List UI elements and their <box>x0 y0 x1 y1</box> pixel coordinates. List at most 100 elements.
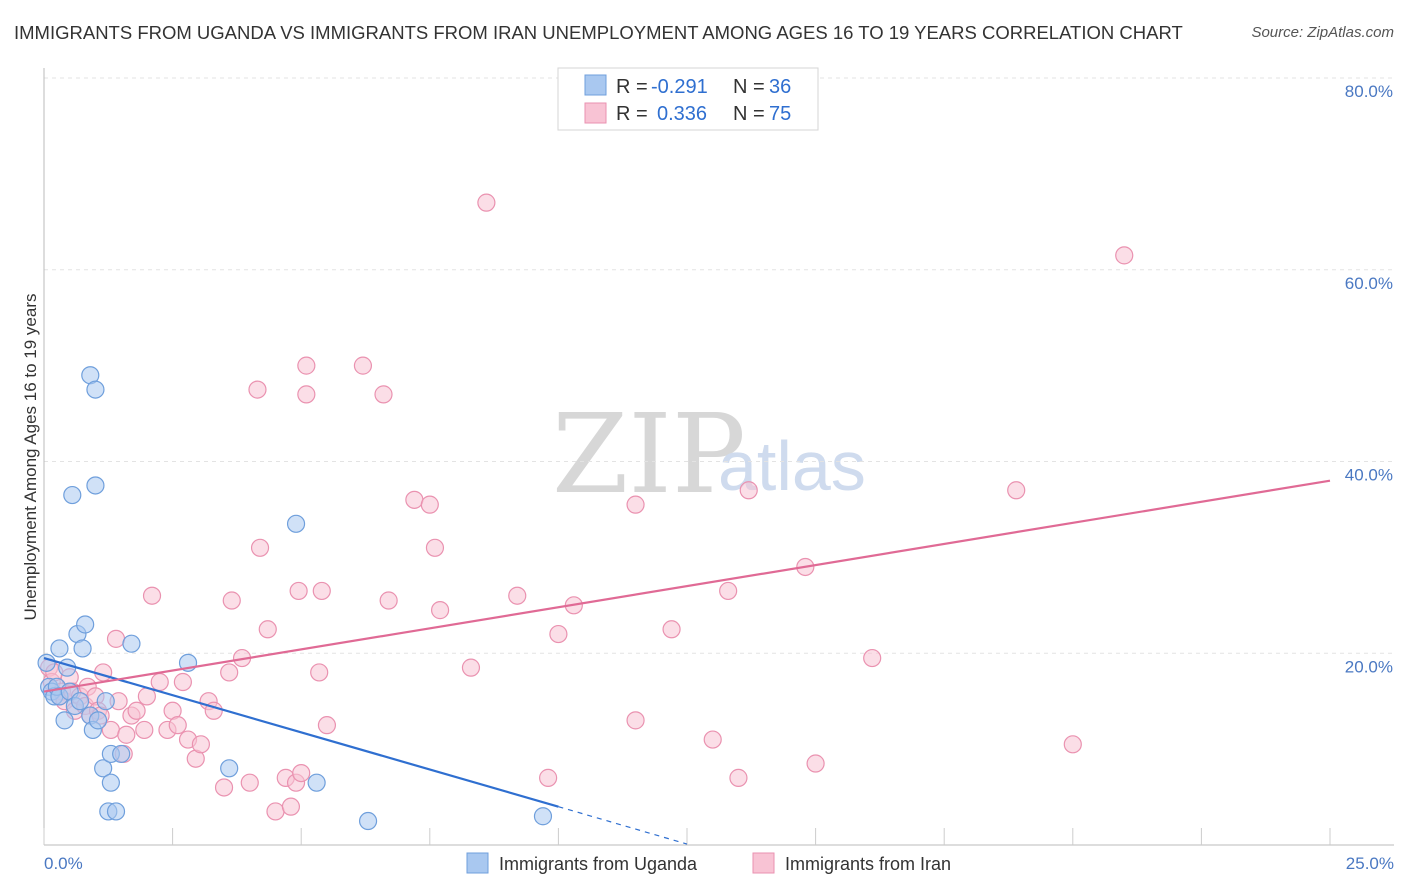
uganda-point-7 <box>55 711 74 730</box>
legend-r-value-iran: 0.336 <box>657 103 707 125</box>
x-ticks <box>43 828 1331 845</box>
iran-point-64 <box>477 193 496 212</box>
iran-point-66 <box>539 768 558 787</box>
iran-point-59 <box>405 490 424 509</box>
iran-point-42 <box>248 380 267 399</box>
iran-point-67 <box>549 624 568 644</box>
series-uganda <box>37 366 553 831</box>
iran-point-27 <box>150 672 169 692</box>
trend-line-iran <box>43 479 1331 693</box>
uganda-point-0 <box>37 653 56 672</box>
iran-point-78 <box>863 648 882 668</box>
iran-point-30 <box>168 716 187 735</box>
iran-point-38 <box>220 663 239 682</box>
uganda-point-27 <box>106 802 126 821</box>
trend-lines <box>43 479 1331 845</box>
iran-point-44 <box>258 620 277 639</box>
bottom-legend-label-iran: Immigrants from Iran <box>785 854 951 874</box>
uganda-point-20 <box>86 380 105 399</box>
legend-swatch-uganda <box>584 74 607 96</box>
legend-n-value-iran: 75 <box>769 103 791 125</box>
iran-point-47 <box>281 797 301 816</box>
uganda-point-5 <box>50 639 69 658</box>
iran-point-81 <box>1115 246 1134 265</box>
iran-point-65 <box>508 586 527 605</box>
iran-point-61 <box>425 538 445 557</box>
uganda-point-15 <box>76 615 95 634</box>
iran-point-31 <box>173 672 192 692</box>
trend-line-uganda-extension <box>558 806 688 845</box>
watermark-zip: ZIP <box>552 390 746 518</box>
legend-n-label-iran: N = <box>733 103 765 125</box>
y-tick-label-0: 20.0% <box>1345 657 1393 676</box>
source-label: Source: ZipAtlas.com <box>1251 24 1394 41</box>
legend-swatch-iran <box>584 102 607 124</box>
iran-point-24 <box>135 720 154 740</box>
iran-point-69 <box>626 495 645 514</box>
uganda-point-13 <box>70 692 90 711</box>
uganda-point-19 <box>86 476 105 495</box>
iran-point-72 <box>703 730 722 749</box>
iran-point-34 <box>191 735 210 754</box>
uganda-point-8 <box>58 658 77 677</box>
legend-r-label-uganda: R = <box>616 76 648 98</box>
y-tick-label-1: 40.0% <box>1345 466 1393 485</box>
iran-point-45 <box>266 802 285 821</box>
iran-point-79 <box>1007 481 1026 500</box>
iran-point-21 <box>117 725 136 744</box>
x-tick-label-min: 0.0% <box>44 854 83 873</box>
bottom-legend-label-uganda: Immigrants from Uganda <box>499 854 698 874</box>
legend-n-value-uganda: 36 <box>769 76 791 98</box>
uganda-point-14 <box>73 639 92 658</box>
gridlines <box>44 77 1394 654</box>
iran-point-43 <box>250 538 270 557</box>
uganda-point-31 <box>220 759 239 778</box>
legend-r-label-iran: R = <box>616 103 648 125</box>
stats-legend: R = -0.291 N = 36 R = 0.336 N = 75 <box>557 67 819 131</box>
iran-point-55 <box>317 716 337 735</box>
iran-point-52 <box>297 385 316 404</box>
iran-point-18 <box>106 629 126 648</box>
iran-point-51 <box>297 356 316 375</box>
iran-point-41 <box>240 773 259 792</box>
y-axis-title: Unemployment Among Ages 16 to 19 years <box>21 294 40 621</box>
y-tick-label-2: 60.0% <box>1345 274 1393 293</box>
uganda-point-34 <box>358 811 378 831</box>
chart-title: IMMIGRANTS FROM UGANDA VS IMMIGRANTS FRO… <box>14 22 1183 43</box>
legend-n-label-uganda: N = <box>733 76 765 98</box>
iran-point-54 <box>312 581 331 601</box>
series-legend: Immigrants from Uganda Immigrants from I… <box>466 852 951 874</box>
uganda-point-25 <box>101 773 120 792</box>
iran-point-56 <box>353 356 373 375</box>
iran-point-60 <box>420 495 439 514</box>
iran-point-37 <box>214 778 234 797</box>
iran-point-74 <box>729 768 748 787</box>
iran-point-58 <box>379 591 398 610</box>
uganda-point-21 <box>88 711 108 730</box>
uganda-point-33 <box>307 773 326 792</box>
uganda-point-10 <box>63 485 82 505</box>
uganda-point-35 <box>533 807 553 826</box>
bottom-legend-swatch-uganda <box>466 852 489 874</box>
iran-point-50 <box>292 763 311 783</box>
y-tick-label-3: 80.0% <box>1345 82 1393 101</box>
iran-point-77 <box>806 754 825 773</box>
iran-point-70 <box>626 711 645 730</box>
uganda-point-23 <box>96 692 115 711</box>
iran-point-57 <box>374 385 393 404</box>
iran-point-75 <box>739 481 758 500</box>
uganda-point-28 <box>112 744 131 764</box>
uganda-point-32 <box>286 514 306 533</box>
x-tick-label-max: 25.0% <box>1346 854 1394 873</box>
iran-point-39 <box>222 591 241 610</box>
iran-point-26 <box>142 586 162 605</box>
uganda-point-22 <box>94 759 113 778</box>
trend-line-uganda <box>43 656 559 808</box>
iran-point-80 <box>1063 735 1082 754</box>
y-tick-labels: 20.0% 40.0% 60.0% 80.0% <box>1345 82 1393 676</box>
legend-r-value-uganda: -0.291 <box>651 76 708 98</box>
bottom-legend-swatch-iran <box>752 852 775 874</box>
iran-point-62 <box>430 601 450 620</box>
iran-point-49 <box>289 581 308 601</box>
